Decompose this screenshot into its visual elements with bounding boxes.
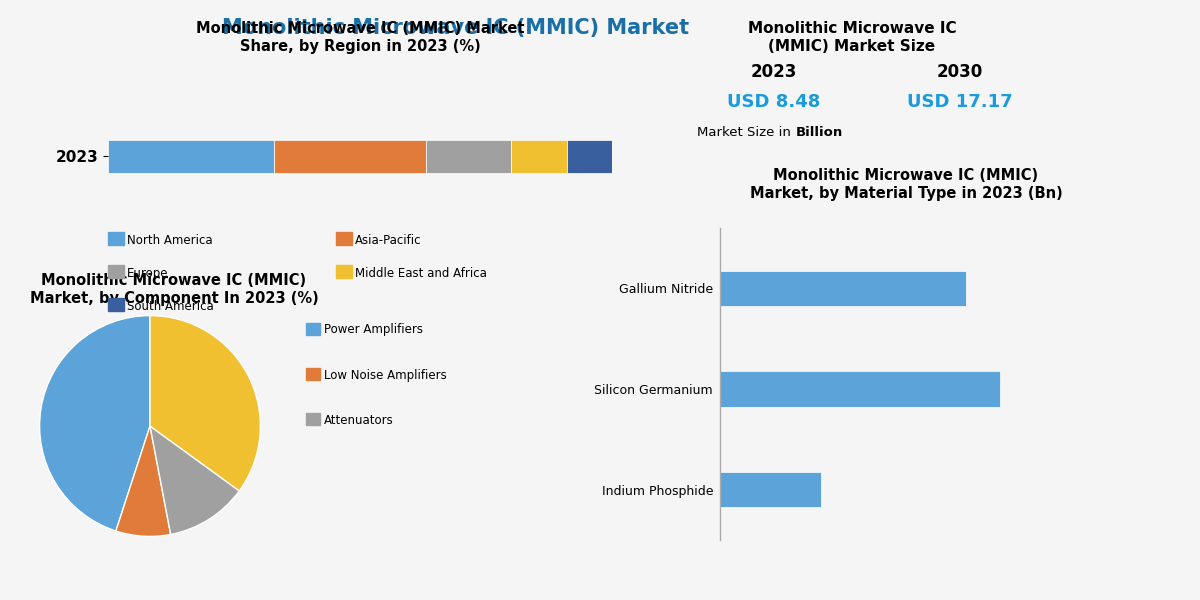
- Text: Middle East and Africa: Middle East and Africa: [355, 266, 487, 280]
- Bar: [108, 139, 275, 173]
- Text: Monolithic Microwave IC (MMIC) Market: Monolithic Microwave IC (MMIC) Market: [196, 21, 524, 36]
- Text: Attenuators: Attenuators: [324, 413, 394, 427]
- Bar: [720, 371, 1000, 407]
- Text: Market Size in: Market Size in: [697, 126, 796, 139]
- Text: 2023: 2023: [751, 63, 797, 81]
- Text: USD 8.48: USD 8.48: [727, 93, 821, 111]
- Text: Low Noise Amplifiers: Low Noise Amplifiers: [324, 368, 446, 382]
- Text: Power Amplifiers: Power Amplifiers: [324, 323, 424, 337]
- Text: Monolithic Microwave IC (MMIC): Monolithic Microwave IC (MMIC): [774, 168, 1038, 183]
- Text: (MMIC) Market Size: (MMIC) Market Size: [768, 39, 936, 54]
- Bar: [566, 139, 612, 173]
- Text: Share, by Region in 2023 (%): Share, by Region in 2023 (%): [240, 39, 480, 54]
- Wedge shape: [40, 316, 150, 531]
- Text: Europe: Europe: [127, 266, 169, 280]
- Text: North America: North America: [127, 233, 212, 247]
- Bar: [720, 472, 821, 507]
- Text: Asia-Pacific: Asia-Pacific: [355, 233, 421, 247]
- Text: Monolithic Microwave IC (MMIC) Market: Monolithic Microwave IC (MMIC) Market: [222, 18, 690, 38]
- Text: Monolithic Microwave IC (MMIC): Monolithic Microwave IC (MMIC): [42, 273, 306, 288]
- Bar: [720, 271, 966, 306]
- Wedge shape: [150, 426, 239, 535]
- Text: Billion: Billion: [796, 126, 842, 139]
- Wedge shape: [150, 316, 260, 491]
- Bar: [426, 139, 511, 173]
- Text: Monolithic Microwave IC: Monolithic Microwave IC: [748, 21, 956, 36]
- Wedge shape: [116, 426, 170, 536]
- Text: South America: South America: [127, 299, 214, 313]
- Text: USD 17.17: USD 17.17: [907, 93, 1013, 111]
- Bar: [511, 139, 566, 173]
- Text: 2030: 2030: [937, 63, 983, 81]
- Text: Market, by Material Type in 2023 (Bn): Market, by Material Type in 2023 (Bn): [750, 186, 1062, 201]
- Bar: [275, 139, 426, 173]
- Text: Market, by Component In 2023 (%): Market, by Component In 2023 (%): [30, 291, 318, 306]
